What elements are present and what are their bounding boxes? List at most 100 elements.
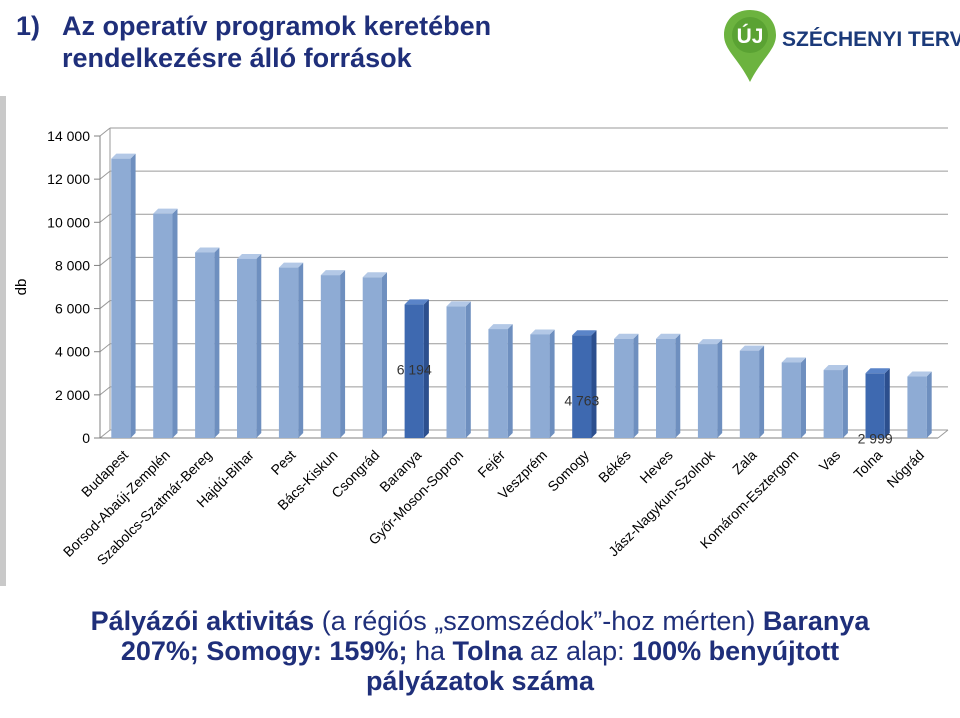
bar xyxy=(530,334,550,438)
data-label: 4 763 xyxy=(564,392,599,408)
bar xyxy=(195,252,215,438)
x-tick-label: Vas xyxy=(816,447,844,475)
bar-side xyxy=(423,299,429,438)
y-tick-label: 10 000 xyxy=(47,214,90,230)
bar xyxy=(446,306,466,438)
bar-chart: 0 2 000 4 000 6 000 8 000 10 000 12 000 14 000 d… xyxy=(13,127,949,568)
y-tick-label: 14 000 xyxy=(47,128,90,144)
caption-line-1: Pályázói aktivitás (a régiós „szomszédok… xyxy=(90,606,870,636)
left-accent-bar xyxy=(0,96,6,586)
bar-side xyxy=(381,272,387,438)
bar-side xyxy=(298,262,304,438)
bar xyxy=(111,158,131,438)
bar xyxy=(278,267,299,438)
bar xyxy=(614,338,634,438)
bar-top xyxy=(278,262,304,268)
bar-side xyxy=(172,208,178,438)
bar xyxy=(697,344,718,438)
x-tick-label: Zala xyxy=(729,447,760,478)
bar xyxy=(865,373,885,438)
szechenyi-terv-logo: ÚJ SZÉCHENYI TERV xyxy=(724,10,960,82)
bar-top xyxy=(153,208,178,214)
bar-top xyxy=(320,270,346,276)
bar-top xyxy=(404,299,429,305)
bar-side xyxy=(507,324,513,438)
gridline-side xyxy=(99,257,111,266)
bar-top xyxy=(237,253,262,259)
bar-top xyxy=(781,357,806,363)
gridline-side xyxy=(99,127,111,137)
bar xyxy=(488,329,508,438)
bar-top xyxy=(697,339,723,345)
bar-top xyxy=(614,333,639,339)
x-tick-label: Fejér xyxy=(474,447,508,481)
bar-side xyxy=(130,153,136,438)
x-tick-label: Békés xyxy=(595,447,634,486)
bar-top xyxy=(195,247,220,253)
bar-top xyxy=(907,371,932,377)
bar xyxy=(320,275,341,438)
bar-top xyxy=(739,345,765,351)
x-tick-label: Somogy xyxy=(544,447,592,495)
caption-line-3: pályázatok száma xyxy=(365,666,595,696)
bar xyxy=(362,277,382,438)
bar-top xyxy=(865,368,890,374)
gridline-side xyxy=(99,429,111,439)
bar xyxy=(739,350,760,438)
bar-top xyxy=(362,272,387,278)
y-tick-label: 12 000 xyxy=(47,171,90,187)
bar-top xyxy=(656,333,681,339)
bar xyxy=(572,335,592,438)
bar-side xyxy=(465,301,471,438)
bar xyxy=(237,258,257,438)
bar-side xyxy=(549,329,555,438)
bar xyxy=(404,304,424,438)
gridline-side xyxy=(99,386,111,396)
x-tick-label: Heves xyxy=(636,447,675,486)
bar-side xyxy=(884,368,890,438)
bar-top xyxy=(530,329,555,335)
bar-side xyxy=(675,333,681,438)
logo-badge-text: ÚJ xyxy=(737,24,764,48)
bar-top xyxy=(111,153,136,159)
bar-top xyxy=(488,324,513,330)
bar xyxy=(153,213,173,438)
y-tick-label: 8 000 xyxy=(55,257,90,273)
gridline-side xyxy=(99,213,111,223)
bar-side xyxy=(633,333,639,438)
bar-side xyxy=(759,345,765,438)
bar-side xyxy=(717,339,723,438)
chart-caption: Pályázói aktivitás (a régiós „szomszédok… xyxy=(0,606,960,696)
caption-line-2: 207%; Somogy: 159%; ha Tolna az alap: 10… xyxy=(120,636,840,666)
gridline-side xyxy=(99,170,111,180)
bar-side xyxy=(800,357,806,438)
bar-side xyxy=(591,330,597,438)
bar xyxy=(656,338,676,438)
x-tick-label: Tolna xyxy=(850,447,885,482)
y-tick-label: 6 000 xyxy=(55,301,90,317)
bar-side xyxy=(340,270,346,438)
x-tick-label: Nógrád xyxy=(883,447,927,491)
gridline-side xyxy=(99,300,111,309)
bar-top xyxy=(446,301,471,307)
map-pin-icon xyxy=(724,10,776,82)
bar-side xyxy=(842,365,848,438)
bar xyxy=(907,376,927,438)
data-label: 2 999 xyxy=(858,430,893,446)
x-tick-label: Pest xyxy=(268,447,299,478)
gridline-side xyxy=(99,343,111,353)
data-label: 6 194 xyxy=(397,361,432,377)
bar-top xyxy=(823,365,848,371)
bar-side xyxy=(256,253,262,438)
y-tick-label: 4 000 xyxy=(55,344,90,360)
title-line-1: Az operatív programok keretében xyxy=(62,11,492,41)
bar-side xyxy=(214,247,220,438)
slide-number: 1) xyxy=(16,11,41,41)
bar xyxy=(781,362,801,438)
bar-top xyxy=(572,330,597,336)
y-axis-label: db xyxy=(13,279,30,296)
bar xyxy=(823,370,843,438)
y-tick-label: 0 xyxy=(82,430,90,446)
y-tick-label: 2 000 xyxy=(55,387,90,403)
title-line-2: rendelkezésre álló források xyxy=(62,43,412,73)
